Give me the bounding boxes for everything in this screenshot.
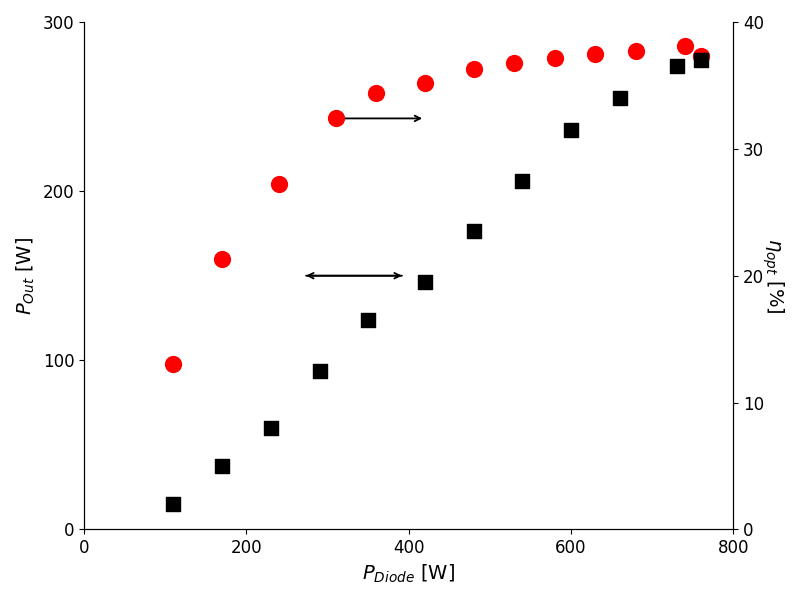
Point [216,254,229,263]
Point [167,359,180,368]
Point [167,499,180,509]
Point [565,125,578,134]
X-axis label: $P_{Diode}$ [W]: $P_{Diode}$ [W] [362,563,455,585]
Point [589,49,602,59]
Point [670,62,683,71]
Y-axis label: $\eta_{opt}$ [%]: $\eta_{opt}$ [%] [759,238,785,313]
Point [467,227,480,236]
Point [418,78,431,88]
Point [216,461,229,471]
Point [630,46,642,56]
Point [694,55,707,65]
Point [362,316,374,325]
Point [678,41,691,50]
Point [614,94,626,103]
Point [516,176,529,185]
Point [330,113,342,123]
Point [694,51,707,61]
Point [273,179,286,189]
Y-axis label: $P_{Out}$ [W]: $P_{Out}$ [W] [15,237,38,315]
Point [370,88,382,98]
Point [549,53,562,62]
Point [467,65,480,74]
Point [418,277,431,287]
Point [265,423,278,433]
Point [313,366,326,376]
Point [508,58,521,67]
